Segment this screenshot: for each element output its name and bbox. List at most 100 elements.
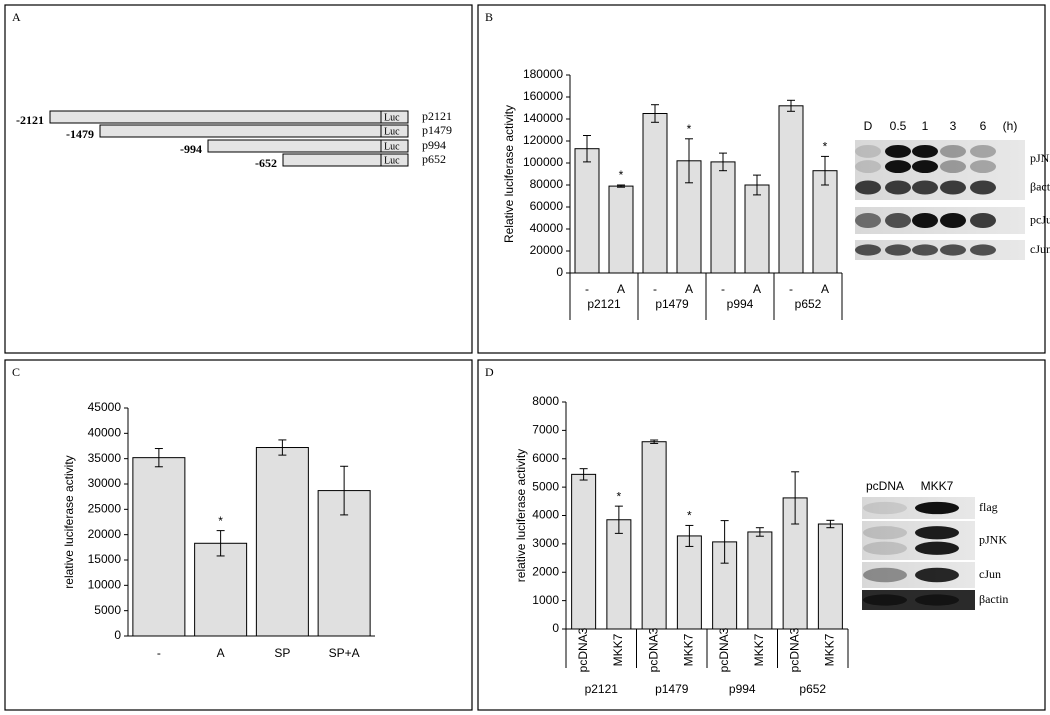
blot-band — [885, 160, 911, 174]
y-tick-label: 20000 — [88, 527, 122, 541]
construct-bar — [282, 153, 409, 167]
construct-name: p652 — [422, 152, 446, 166]
bar — [747, 531, 773, 630]
y-tick-label: 180000 — [523, 67, 563, 81]
bar — [812, 170, 838, 274]
blot-strip — [862, 521, 975, 560]
blot-row-label: pcJun — [1030, 212, 1050, 226]
error-bar — [821, 155, 829, 186]
bar — [778, 105, 804, 274]
group-label: p652 — [795, 297, 822, 311]
significance-mark: * — [218, 514, 223, 528]
bar — [676, 535, 702, 630]
blot-band — [855, 212, 881, 229]
y-tick-label: 3000 — [532, 536, 559, 550]
y-axis-label: relative luciferase activity — [62, 455, 76, 588]
error-bar — [685, 524, 694, 547]
bar — [642, 113, 668, 274]
blot-band — [940, 180, 966, 195]
x-tick-label: pcDNA3 — [787, 627, 801, 672]
y-axis-label: relative luciferase activity — [514, 449, 528, 582]
blot-band — [885, 244, 911, 256]
error-bar — [651, 104, 659, 123]
error-bar — [278, 439, 287, 456]
blot-band — [863, 541, 907, 555]
error-bar — [787, 99, 795, 112]
x-tick-label: MKK7 — [682, 633, 696, 666]
blot-lane-label: 3 — [950, 119, 957, 133]
bar — [571, 473, 597, 630]
blot-band — [855, 244, 881, 256]
y-tick-label: 60000 — [530, 199, 564, 213]
blot-band — [970, 144, 996, 158]
construct-start: -1479 — [66, 127, 94, 141]
panel-label: A — [12, 10, 21, 24]
error-bar — [216, 530, 225, 557]
y-tick-label: 160000 — [523, 89, 563, 103]
construct-start: -652 — [255, 156, 277, 170]
y-tick-label: 0 — [556, 265, 563, 279]
x-tick-label: SP — [274, 646, 290, 660]
bar — [194, 542, 248, 637]
bar — [641, 441, 667, 630]
blot-lane-label: pcDNA — [866, 479, 904, 493]
bar — [710, 161, 736, 274]
y-tick-label: 40000 — [88, 426, 122, 440]
blot-strip — [855, 140, 1025, 178]
y-tick-label: 5000 — [532, 479, 559, 493]
y-tick-label: 10000 — [88, 578, 122, 592]
blot-band — [915, 594, 959, 606]
x-tick-label: - — [721, 282, 725, 296]
error-bar — [753, 174, 761, 196]
bar — [132, 457, 186, 637]
bar — [255, 447, 309, 637]
blot-band — [915, 541, 959, 555]
error-bar — [614, 505, 623, 534]
y-tick-label: 100000 — [523, 155, 563, 169]
panel-label: D — [485, 365, 494, 379]
significance-mark: * — [619, 168, 624, 182]
group-label: p652 — [799, 682, 826, 696]
y-tick-label: 45000 — [88, 400, 122, 414]
blot-band — [970, 180, 996, 195]
significance-mark: * — [617, 489, 622, 503]
bar — [744, 184, 770, 274]
blot-band — [970, 244, 996, 256]
blot-band — [885, 180, 911, 195]
group-label: p1479 — [655, 297, 689, 311]
error-bar — [617, 184, 625, 188]
luc-label: Luc — [384, 126, 400, 137]
blot-band — [940, 144, 966, 158]
y-tick-label: 140000 — [523, 111, 563, 125]
x-tick-label: MKK7 — [752, 633, 766, 666]
construct-bar — [99, 124, 409, 138]
luc-label: Luc — [384, 141, 400, 152]
panel-frames — [4, 4, 1046, 711]
significance-mark: * — [823, 140, 828, 154]
blot-row-label: pJNK — [979, 532, 1007, 546]
panel-frame — [477, 359, 1046, 711]
panel-frame — [4, 359, 473, 711]
y-axis-label: Relative luciferase activity — [502, 105, 516, 243]
y-tick-label: 2000 — [532, 564, 559, 578]
group-label: p994 — [729, 682, 756, 696]
y-tick-label: 80000 — [530, 177, 564, 191]
blot-row-label: pJNK — [1030, 151, 1050, 165]
bar — [606, 519, 632, 630]
bar — [817, 523, 843, 630]
construct-name: p994 — [422, 138, 446, 152]
blot-band — [912, 212, 938, 229]
x-tick-label: MKK7 — [823, 633, 837, 666]
blot-lane-label: MKK7 — [921, 479, 954, 493]
x-tick-label: A — [685, 282, 693, 296]
panel-frame — [477, 4, 1046, 354]
blot-band — [863, 594, 907, 606]
x-tick-label: - — [157, 646, 161, 660]
blot-row-label: βactin — [1030, 179, 1050, 193]
x-tick-label: - — [789, 282, 793, 296]
y-tick-label: 35000 — [88, 451, 122, 465]
y-tick-label: 5000 — [94, 603, 121, 617]
construct-name: p2121 — [422, 109, 452, 123]
blot-lane-label: 1 — [922, 119, 929, 133]
blot-band — [863, 526, 907, 540]
